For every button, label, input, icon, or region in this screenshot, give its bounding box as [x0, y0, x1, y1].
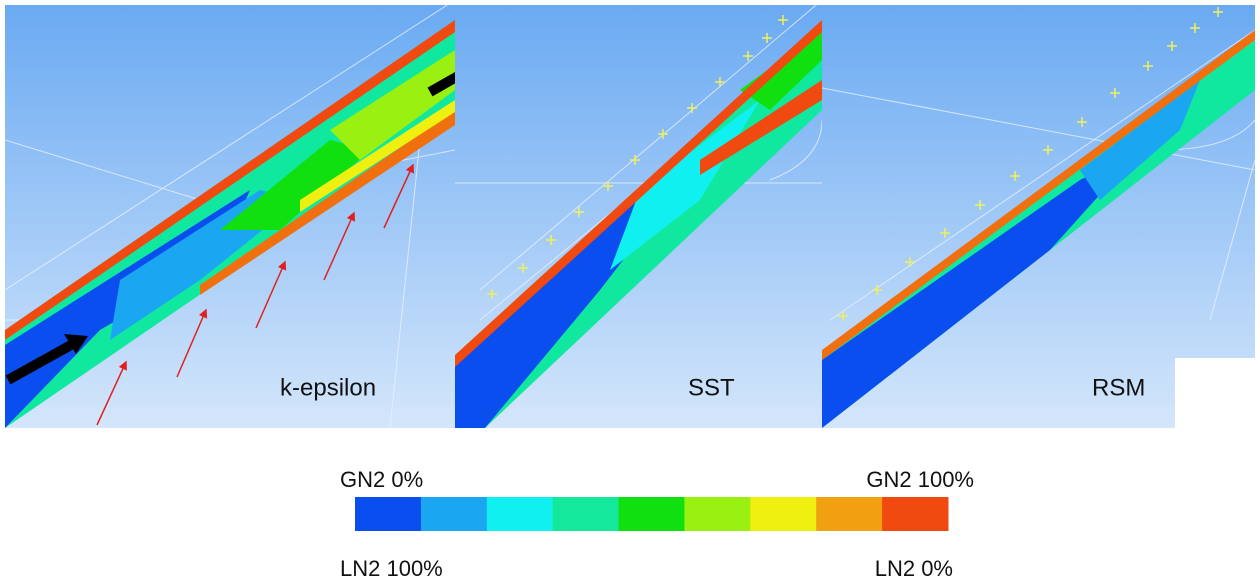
panel-rsm: RSM	[822, 5, 1255, 428]
panel-label: RSM	[1092, 374, 1145, 401]
panel-sst: SST	[455, 0, 822, 428]
figure: k-epsilon SST RSM GN2 0% GN2 100% LN2 10…	[0, 0, 1260, 585]
colorbar-swatch	[750, 497, 816, 531]
legend-label: LN2 100%	[340, 556, 443, 581]
colorbar-swatch	[421, 497, 487, 531]
page: {"panels": [{"label": "k-epsilon"}, {"la…	[0, 0, 1260, 585]
legend-label: GN2 0%	[340, 467, 423, 492]
colorbar	[355, 497, 949, 531]
panel-label: k-epsilon	[280, 374, 376, 401]
legend-label: GN2 100%	[866, 467, 974, 492]
colorbar-swatch	[487, 497, 553, 531]
panel-label: SST	[688, 374, 735, 401]
colorbar-swatch	[355, 497, 421, 531]
colorbar-swatch	[684, 497, 750, 531]
colorbar-swatch	[882, 497, 948, 531]
colorbar-swatch	[619, 497, 685, 531]
colorbar-swatch	[553, 497, 619, 531]
colorbar-swatch	[816, 497, 882, 531]
legend-label: LN2 0%	[875, 556, 953, 581]
panel-k-epsilon: k-epsilon	[5, 0, 495, 428]
